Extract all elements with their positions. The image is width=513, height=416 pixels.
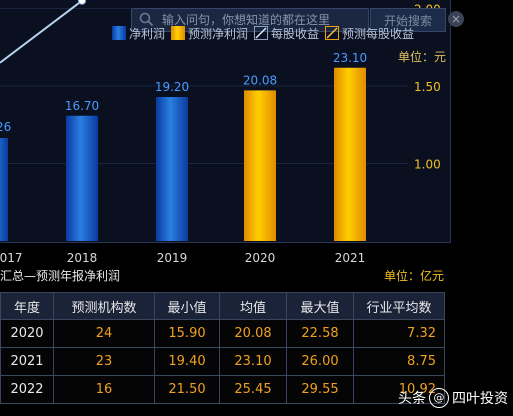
legend-item-forecast-net-profit[interactable]: 预测净利润 bbox=[171, 25, 248, 42]
table-cell: 23.10 bbox=[219, 347, 287, 376]
legend-label: 每股收益 bbox=[271, 26, 320, 41]
table-cell: 16 bbox=[53, 375, 155, 404]
legend-item-eps[interactable]: 每股收益 bbox=[254, 25, 319, 42]
line-swatch-icon bbox=[325, 26, 340, 40]
legend: 净利润 预测净利润 每股收益 预测每股收益 bbox=[112, 25, 420, 41]
column-header[interactable]: 最小值 bbox=[154, 292, 220, 320]
table-cell: 15.90 bbox=[154, 319, 220, 348]
watermark-prefix: 头条 bbox=[398, 391, 426, 407]
line-swatch-icon bbox=[254, 26, 269, 40]
table-row[interactable]: 2020 24 15.90 20.08 22.58 7.32 bbox=[0, 319, 445, 348]
watermark-name: 四叶投资 bbox=[452, 391, 508, 407]
bar-swatch-icon bbox=[171, 26, 186, 40]
bar-value-label: 23.10 bbox=[333, 51, 367, 65]
bar bbox=[244, 90, 276, 242]
table-row[interactable]: 2022 16 21.50 25.45 29.55 10.92 bbox=[0, 375, 445, 404]
table-cell: 21.50 bbox=[154, 375, 220, 404]
table-cell: 23 bbox=[53, 347, 155, 376]
bar bbox=[66, 115, 98, 241]
eps-point bbox=[78, 0, 86, 5]
table-cell: 8.75 bbox=[353, 347, 445, 376]
bar bbox=[0, 138, 8, 241]
table-cell: 24 bbox=[53, 319, 155, 348]
bar-value-label: 20.08 bbox=[243, 73, 277, 87]
table-cell: 20.08 bbox=[219, 319, 287, 348]
search-button[interactable]: 开始搜索 bbox=[370, 8, 446, 32]
table-header-row: 年度 预测机构数 最小值 均值 最大值 行业平均数 bbox=[0, 292, 445, 320]
table-cell: 2022 bbox=[0, 375, 54, 404]
y2-tick-label: 1.00 bbox=[414, 158, 441, 172]
table-cell: 25.45 bbox=[219, 375, 287, 404]
table-cell: 10.92 bbox=[353, 375, 445, 404]
column-header[interactable]: 预测机构数 bbox=[53, 292, 155, 320]
legend-label: 预测净利润 bbox=[188, 26, 249, 41]
legend-item-forecast-eps[interactable]: 预测每股收益 bbox=[325, 25, 414, 42]
bar-value-label: 26 bbox=[0, 120, 11, 134]
x-tick-label: 2017 bbox=[0, 251, 23, 265]
legend-item-net-profit[interactable]: 净利润 bbox=[112, 25, 165, 42]
table-cell: 7.32 bbox=[353, 319, 445, 348]
bar-value-label: 16.70 bbox=[65, 99, 99, 113]
chart-panel: 16.70 19.20 20.08 23.10 26 2017 2018 2019 2020 2… bbox=[0, 0, 451, 265]
forecast-table: 年度 预测机构数 最小值 均值 最大值 行业平均数 2020 24 15.90 … bbox=[0, 292, 445, 404]
table-cell: 26.00 bbox=[286, 347, 354, 376]
table-title: 汇总—预测年报净利润 bbox=[0, 269, 121, 283]
column-header[interactable]: 均值 bbox=[219, 292, 287, 320]
table-cell: 22.58 bbox=[286, 319, 354, 348]
table-cell: 29.55 bbox=[286, 375, 354, 404]
at-icon: @ bbox=[429, 388, 449, 408]
x-tick-label: 2020 bbox=[245, 251, 276, 265]
watermark: 头条 @ 四叶投资 bbox=[398, 388, 508, 408]
search-box[interactable] bbox=[131, 8, 369, 32]
legend-label: 净利润 bbox=[129, 26, 166, 41]
table-cell: 2020 bbox=[0, 319, 54, 348]
x-tick-label: 2021 bbox=[335, 251, 366, 265]
unit-label: 单位：元 bbox=[398, 50, 447, 64]
search-input[interactable] bbox=[156, 12, 364, 28]
close-icon[interactable]: × bbox=[448, 11, 464, 27]
x-tick-label: 2019 bbox=[157, 251, 188, 265]
table-row[interactable]: 2021 23 19.40 23.10 26.00 8.75 bbox=[0, 347, 445, 376]
x-tick-label: 2018 bbox=[67, 251, 98, 265]
bar-value-label: 19.20 bbox=[155, 80, 189, 94]
column-header[interactable]: 年度 bbox=[0, 292, 54, 320]
bar bbox=[156, 97, 188, 241]
table-cell: 2021 bbox=[0, 347, 54, 376]
y2-tick-label: 1.50 bbox=[414, 80, 441, 94]
column-header[interactable]: 最大值 bbox=[286, 292, 354, 320]
search-icon bbox=[139, 12, 154, 27]
table-cell: 19.40 bbox=[154, 347, 220, 376]
bar-swatch-icon bbox=[112, 26, 126, 40]
column-header[interactable]: 行业平均数 bbox=[353, 292, 445, 320]
legend-label: 预测每股收益 bbox=[342, 26, 415, 41]
bar bbox=[334, 67, 366, 241]
table-unit-label: 单位：亿元 bbox=[384, 269, 445, 283]
